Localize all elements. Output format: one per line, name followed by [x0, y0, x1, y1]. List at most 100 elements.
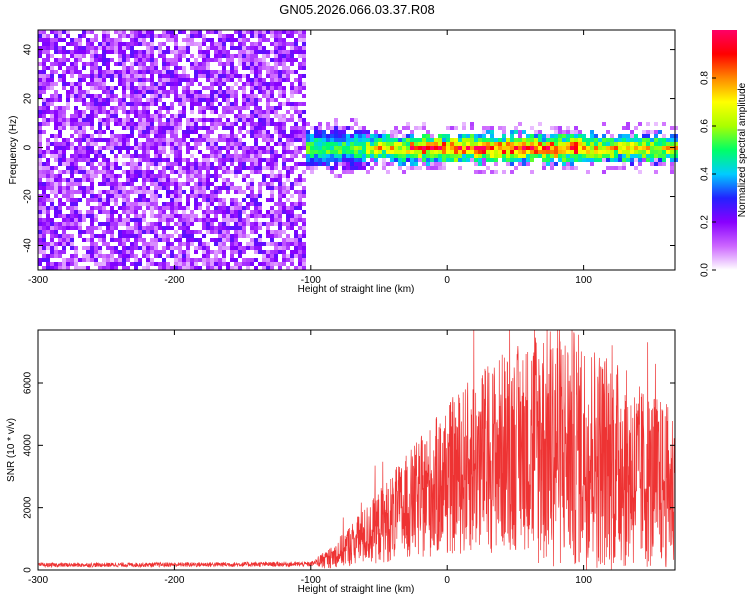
spectrogram-cell — [202, 118, 206, 122]
spectrogram-cell — [58, 50, 62, 54]
spectrogram-cell — [506, 162, 510, 166]
spectrogram-cell — [222, 78, 226, 82]
spectrogram-cell — [50, 94, 54, 98]
spectrogram-cell — [186, 150, 190, 154]
spectrogram-cell — [454, 142, 458, 146]
spectrogram-cell — [342, 170, 346, 174]
spectrogram-cell — [206, 58, 210, 62]
spectrogram-cell — [662, 138, 666, 142]
spectrogram-cell — [326, 166, 330, 170]
spectrogram-cell — [138, 246, 142, 250]
spectrogram-cell — [138, 226, 142, 230]
spectrogram-cell — [318, 126, 322, 130]
spectrogram-cell — [282, 174, 286, 178]
spectrogram-cell — [250, 210, 254, 214]
spectrogram-cell — [206, 158, 210, 162]
spectrogram-cell — [282, 30, 286, 34]
spectrogram-cell — [370, 166, 374, 170]
spectrogram-cell — [54, 30, 58, 34]
spectrogram-cell — [162, 246, 166, 250]
spectrogram-cell — [114, 226, 118, 230]
spectrogram-cell — [194, 198, 198, 202]
spectrogram-cell — [82, 174, 86, 178]
spectrogram-cell — [106, 162, 110, 166]
spectrogram-cell — [186, 122, 190, 126]
spectrogram-cell — [70, 214, 74, 218]
spectrogram-cell — [198, 194, 202, 198]
spectrogram-cell — [110, 166, 114, 170]
spectrogram-cell — [178, 222, 182, 226]
spectrogram-cell — [190, 190, 194, 194]
spectrogram-cell — [186, 130, 190, 134]
spectrogram-cell — [234, 190, 238, 194]
spectrogram-cell — [174, 50, 178, 54]
spectrogram-cell — [446, 146, 450, 150]
spectrogram-cell — [674, 146, 678, 150]
spectrogram-cell — [354, 158, 358, 162]
spectrogram-cell — [298, 234, 302, 238]
spectrogram-cell — [298, 62, 302, 66]
spectrogram-cell — [58, 62, 62, 66]
spectrogram-cell — [142, 50, 146, 54]
spectrogram-cell — [62, 266, 66, 270]
spectrogram-cell — [254, 106, 258, 110]
spectrogram-cell — [222, 254, 226, 258]
spectrogram-cell — [114, 154, 118, 158]
spectrogram-cell — [390, 134, 394, 138]
spectrogram-cell — [194, 30, 198, 34]
spectrogram-cell — [166, 70, 170, 74]
spectrogram-cell — [70, 86, 74, 90]
spectrogram-cell — [154, 150, 158, 154]
spectrogram-cell — [38, 226, 42, 230]
spectrogram-cell — [74, 154, 78, 158]
spectrogram-cell — [186, 162, 190, 166]
spectrogram-cell — [266, 102, 270, 106]
spectrogram-cell — [154, 46, 158, 50]
spectrogram-cell — [54, 142, 58, 146]
spectrogram-cell — [238, 62, 242, 66]
spectrogram-cell — [106, 254, 110, 258]
spectrogram-cell — [242, 118, 246, 122]
spectrogram-cell — [98, 78, 102, 82]
spectrogram-cell — [122, 94, 126, 98]
spectrogram-cell — [354, 134, 358, 138]
spectrogram-cell — [190, 30, 194, 34]
spectrogram-cell — [134, 166, 138, 170]
spectrogram-cell — [206, 194, 210, 198]
spectrogram-cell — [138, 62, 142, 66]
spectrogram-cell — [418, 166, 422, 170]
spectrogram-cell — [238, 214, 242, 218]
spectrogram-cell — [298, 126, 302, 130]
spectrogram-cell — [370, 134, 374, 138]
spectrogram-cell — [442, 166, 446, 170]
spectrogram-cell — [442, 158, 446, 162]
spectrogram-cell — [306, 162, 310, 166]
spectrogram-cell — [146, 86, 150, 90]
spectrogram-cell — [254, 154, 258, 158]
spectrogram-cell — [278, 102, 282, 106]
spectrogram-cell — [42, 150, 46, 154]
spectrogram-cell — [198, 94, 202, 98]
spectrogram-cell — [282, 126, 286, 130]
spectrogram-cell — [118, 82, 122, 86]
spectrogram-cell — [230, 102, 234, 106]
spectrogram-cell — [362, 150, 366, 154]
spectrogram-cell — [130, 42, 134, 46]
spectrogram-cell — [474, 142, 478, 146]
spectrogram-cell — [222, 122, 226, 126]
spectrogram-cell — [302, 190, 306, 194]
spectrogram-cell — [266, 90, 270, 94]
spectrogram-cell — [414, 166, 418, 170]
spectrogram-cell — [162, 106, 166, 110]
spectrogram-cell — [566, 150, 570, 154]
spectrogram-cell — [62, 58, 66, 62]
spectrogram-cell — [186, 142, 190, 146]
spectrogram-cell — [534, 130, 538, 134]
spectrogram-cell — [38, 158, 42, 162]
spectrogram-cell — [102, 198, 106, 202]
spectrogram-cell — [190, 146, 194, 150]
spectrogram-cell — [214, 118, 218, 122]
spectrogram-cell — [510, 154, 514, 158]
spectrogram-cell — [498, 138, 502, 142]
spectrogram-cell — [78, 86, 82, 90]
